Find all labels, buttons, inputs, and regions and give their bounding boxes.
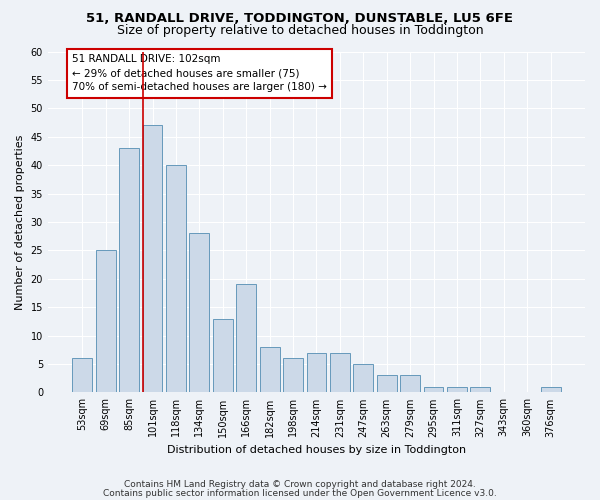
- Bar: [353, 364, 373, 392]
- Bar: [236, 284, 256, 393]
- Text: 51, RANDALL DRIVE, TODDINGTON, DUNSTABLE, LU5 6FE: 51, RANDALL DRIVE, TODDINGTON, DUNSTABLE…: [86, 12, 514, 26]
- Y-axis label: Number of detached properties: Number of detached properties: [15, 134, 25, 310]
- X-axis label: Distribution of detached houses by size in Toddington: Distribution of detached houses by size …: [167, 445, 466, 455]
- Bar: [470, 386, 490, 392]
- Bar: [307, 352, 326, 393]
- Bar: [119, 148, 139, 392]
- Bar: [143, 126, 163, 392]
- Text: Size of property relative to detached houses in Toddington: Size of property relative to detached ho…: [116, 24, 484, 37]
- Bar: [260, 347, 280, 393]
- Bar: [96, 250, 116, 392]
- Bar: [377, 376, 397, 392]
- Text: 51 RANDALL DRIVE: 102sqm
← 29% of detached houses are smaller (75)
70% of semi-d: 51 RANDALL DRIVE: 102sqm ← 29% of detach…: [72, 54, 326, 92]
- Bar: [166, 165, 186, 392]
- Text: Contains HM Land Registry data © Crown copyright and database right 2024.: Contains HM Land Registry data © Crown c…: [124, 480, 476, 489]
- Bar: [330, 352, 350, 393]
- Bar: [447, 386, 467, 392]
- Bar: [424, 386, 443, 392]
- Bar: [400, 376, 420, 392]
- Text: Contains public sector information licensed under the Open Government Licence v3: Contains public sector information licen…: [103, 488, 497, 498]
- Bar: [73, 358, 92, 392]
- Bar: [541, 386, 560, 392]
- Bar: [283, 358, 303, 392]
- Bar: [190, 234, 209, 392]
- Bar: [213, 318, 233, 392]
